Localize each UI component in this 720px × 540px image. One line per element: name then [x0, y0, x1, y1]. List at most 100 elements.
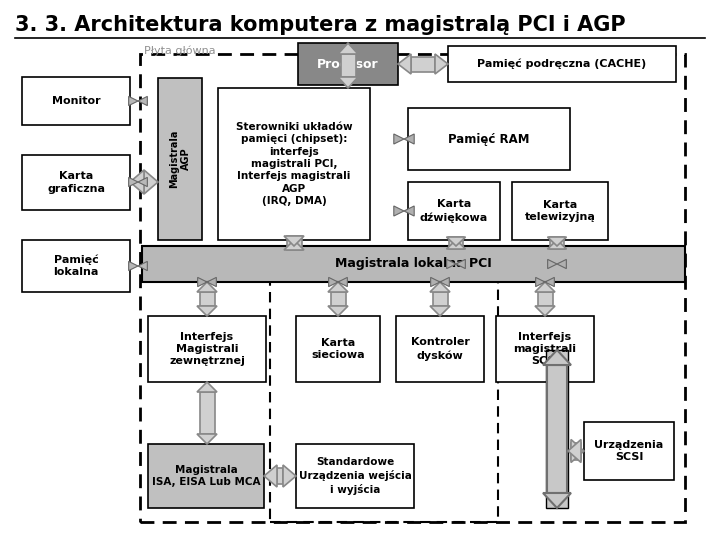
- Text: Standardowe
Urządzenia wejścia
i wyjścia: Standardowe Urządzenia wejścia i wyjścia: [299, 457, 411, 495]
- Polygon shape: [338, 43, 358, 54]
- Polygon shape: [536, 278, 545, 287]
- Polygon shape: [543, 350, 571, 365]
- Polygon shape: [129, 261, 138, 271]
- Polygon shape: [543, 493, 571, 508]
- Bar: [571, 442, 581, 460]
- Text: Magistrala lokalna PCI: Magistrala lokalna PCI: [335, 258, 492, 271]
- Polygon shape: [446, 237, 466, 246]
- Bar: [411, 57, 435, 71]
- Bar: [584, 422, 674, 480]
- Text: Magistrala
AGP: Magistrala AGP: [169, 130, 191, 188]
- Polygon shape: [138, 96, 148, 106]
- Bar: [496, 316, 594, 382]
- Polygon shape: [394, 206, 404, 216]
- Polygon shape: [446, 259, 456, 268]
- Text: Sterowniki układów
pamięci (chipset):
interfejs
magistrali PCI,
Interfejs magist: Sterowniki układów pamięci (chipset): in…: [235, 122, 352, 206]
- Polygon shape: [197, 434, 217, 444]
- Polygon shape: [568, 440, 581, 462]
- Text: Karta
dźwiękowa: Karta dźwiękowa: [420, 199, 488, 222]
- Text: Pamięć podręczna (CACHE): Pamięć podręczna (CACHE): [477, 59, 647, 69]
- Bar: [550, 237, 564, 249]
- Polygon shape: [197, 306, 217, 316]
- Bar: [341, 54, 356, 77]
- Polygon shape: [197, 382, 217, 392]
- Text: Magistrala
SCSI: Magistrala SCSI: [547, 402, 567, 456]
- Polygon shape: [284, 236, 304, 246]
- Text: Karta
telewizyjną: Karta telewizyjną: [525, 200, 595, 222]
- Text: Procesor: Procesor: [318, 57, 379, 71]
- Polygon shape: [138, 261, 148, 271]
- Polygon shape: [264, 465, 277, 487]
- Bar: [140, 54, 685, 522]
- Polygon shape: [548, 259, 557, 268]
- Bar: [22, 77, 130, 125]
- Text: Interfejs
Magistrali
zewnętrznej: Interfejs Magistrali zewnętrznej: [169, 332, 245, 367]
- Polygon shape: [328, 306, 348, 316]
- Text: Interfejs
magistrali
SCSI: Interfejs magistrali SCSI: [513, 332, 577, 367]
- Bar: [218, 88, 370, 240]
- Polygon shape: [328, 282, 348, 292]
- Polygon shape: [338, 278, 347, 287]
- Bar: [448, 46, 676, 82]
- Text: Monitor: Monitor: [52, 96, 100, 106]
- Bar: [330, 292, 346, 306]
- Bar: [408, 108, 570, 170]
- Polygon shape: [404, 134, 414, 144]
- Polygon shape: [398, 54, 411, 74]
- Bar: [199, 392, 215, 434]
- Polygon shape: [456, 259, 465, 268]
- Bar: [296, 316, 380, 382]
- Bar: [22, 240, 130, 292]
- Bar: [287, 236, 302, 250]
- Polygon shape: [328, 278, 338, 287]
- Polygon shape: [283, 465, 296, 487]
- Polygon shape: [557, 259, 567, 268]
- Polygon shape: [545, 278, 554, 287]
- Polygon shape: [535, 306, 555, 316]
- Polygon shape: [430, 306, 450, 316]
- Bar: [142, 246, 685, 282]
- Bar: [22, 155, 130, 210]
- Bar: [433, 292, 448, 306]
- Polygon shape: [129, 96, 138, 106]
- Bar: [538, 292, 552, 306]
- Polygon shape: [440, 278, 449, 287]
- Bar: [148, 444, 264, 508]
- Bar: [277, 468, 283, 484]
- Polygon shape: [138, 177, 148, 187]
- Polygon shape: [547, 237, 567, 246]
- Polygon shape: [404, 206, 414, 216]
- Polygon shape: [430, 282, 450, 292]
- Bar: [148, 316, 266, 382]
- Polygon shape: [435, 54, 448, 74]
- Bar: [408, 182, 500, 240]
- Text: Pamięć RAM: Pamięć RAM: [449, 132, 530, 145]
- Text: Kontroler
dysków: Kontroler dysków: [410, 338, 469, 361]
- Bar: [296, 444, 414, 508]
- Text: Pamięć
lokalna: Pamięć lokalna: [53, 254, 99, 278]
- Text: Karta
graficzna: Karta graficzna: [47, 171, 105, 194]
- Bar: [512, 182, 608, 240]
- Bar: [298, 43, 398, 85]
- Bar: [546, 350, 568, 508]
- Polygon shape: [571, 440, 584, 462]
- Text: Karta
sieciowa: Karta sieciowa: [311, 338, 365, 360]
- Polygon shape: [431, 278, 440, 287]
- Polygon shape: [284, 240, 304, 250]
- Polygon shape: [535, 282, 555, 292]
- Bar: [449, 237, 463, 249]
- Bar: [270, 260, 498, 522]
- Text: Płyta główna: Płyta główna: [144, 45, 215, 56]
- Polygon shape: [129, 177, 138, 187]
- Polygon shape: [207, 278, 216, 287]
- Polygon shape: [547, 240, 567, 249]
- Text: Urządzenia
SCSI: Urządzenia SCSI: [595, 440, 664, 462]
- Polygon shape: [394, 134, 404, 144]
- Polygon shape: [144, 170, 158, 194]
- Polygon shape: [198, 278, 207, 287]
- Bar: [199, 292, 215, 306]
- Bar: [547, 365, 567, 493]
- Polygon shape: [446, 240, 466, 249]
- Text: Magistrala
ISA, EISA Lub MCA: Magistrala ISA, EISA Lub MCA: [152, 465, 260, 487]
- Text: 3. 3. Architektura komputera z magistralą PCI i AGP: 3. 3. Architektura komputera z magistral…: [15, 15, 626, 35]
